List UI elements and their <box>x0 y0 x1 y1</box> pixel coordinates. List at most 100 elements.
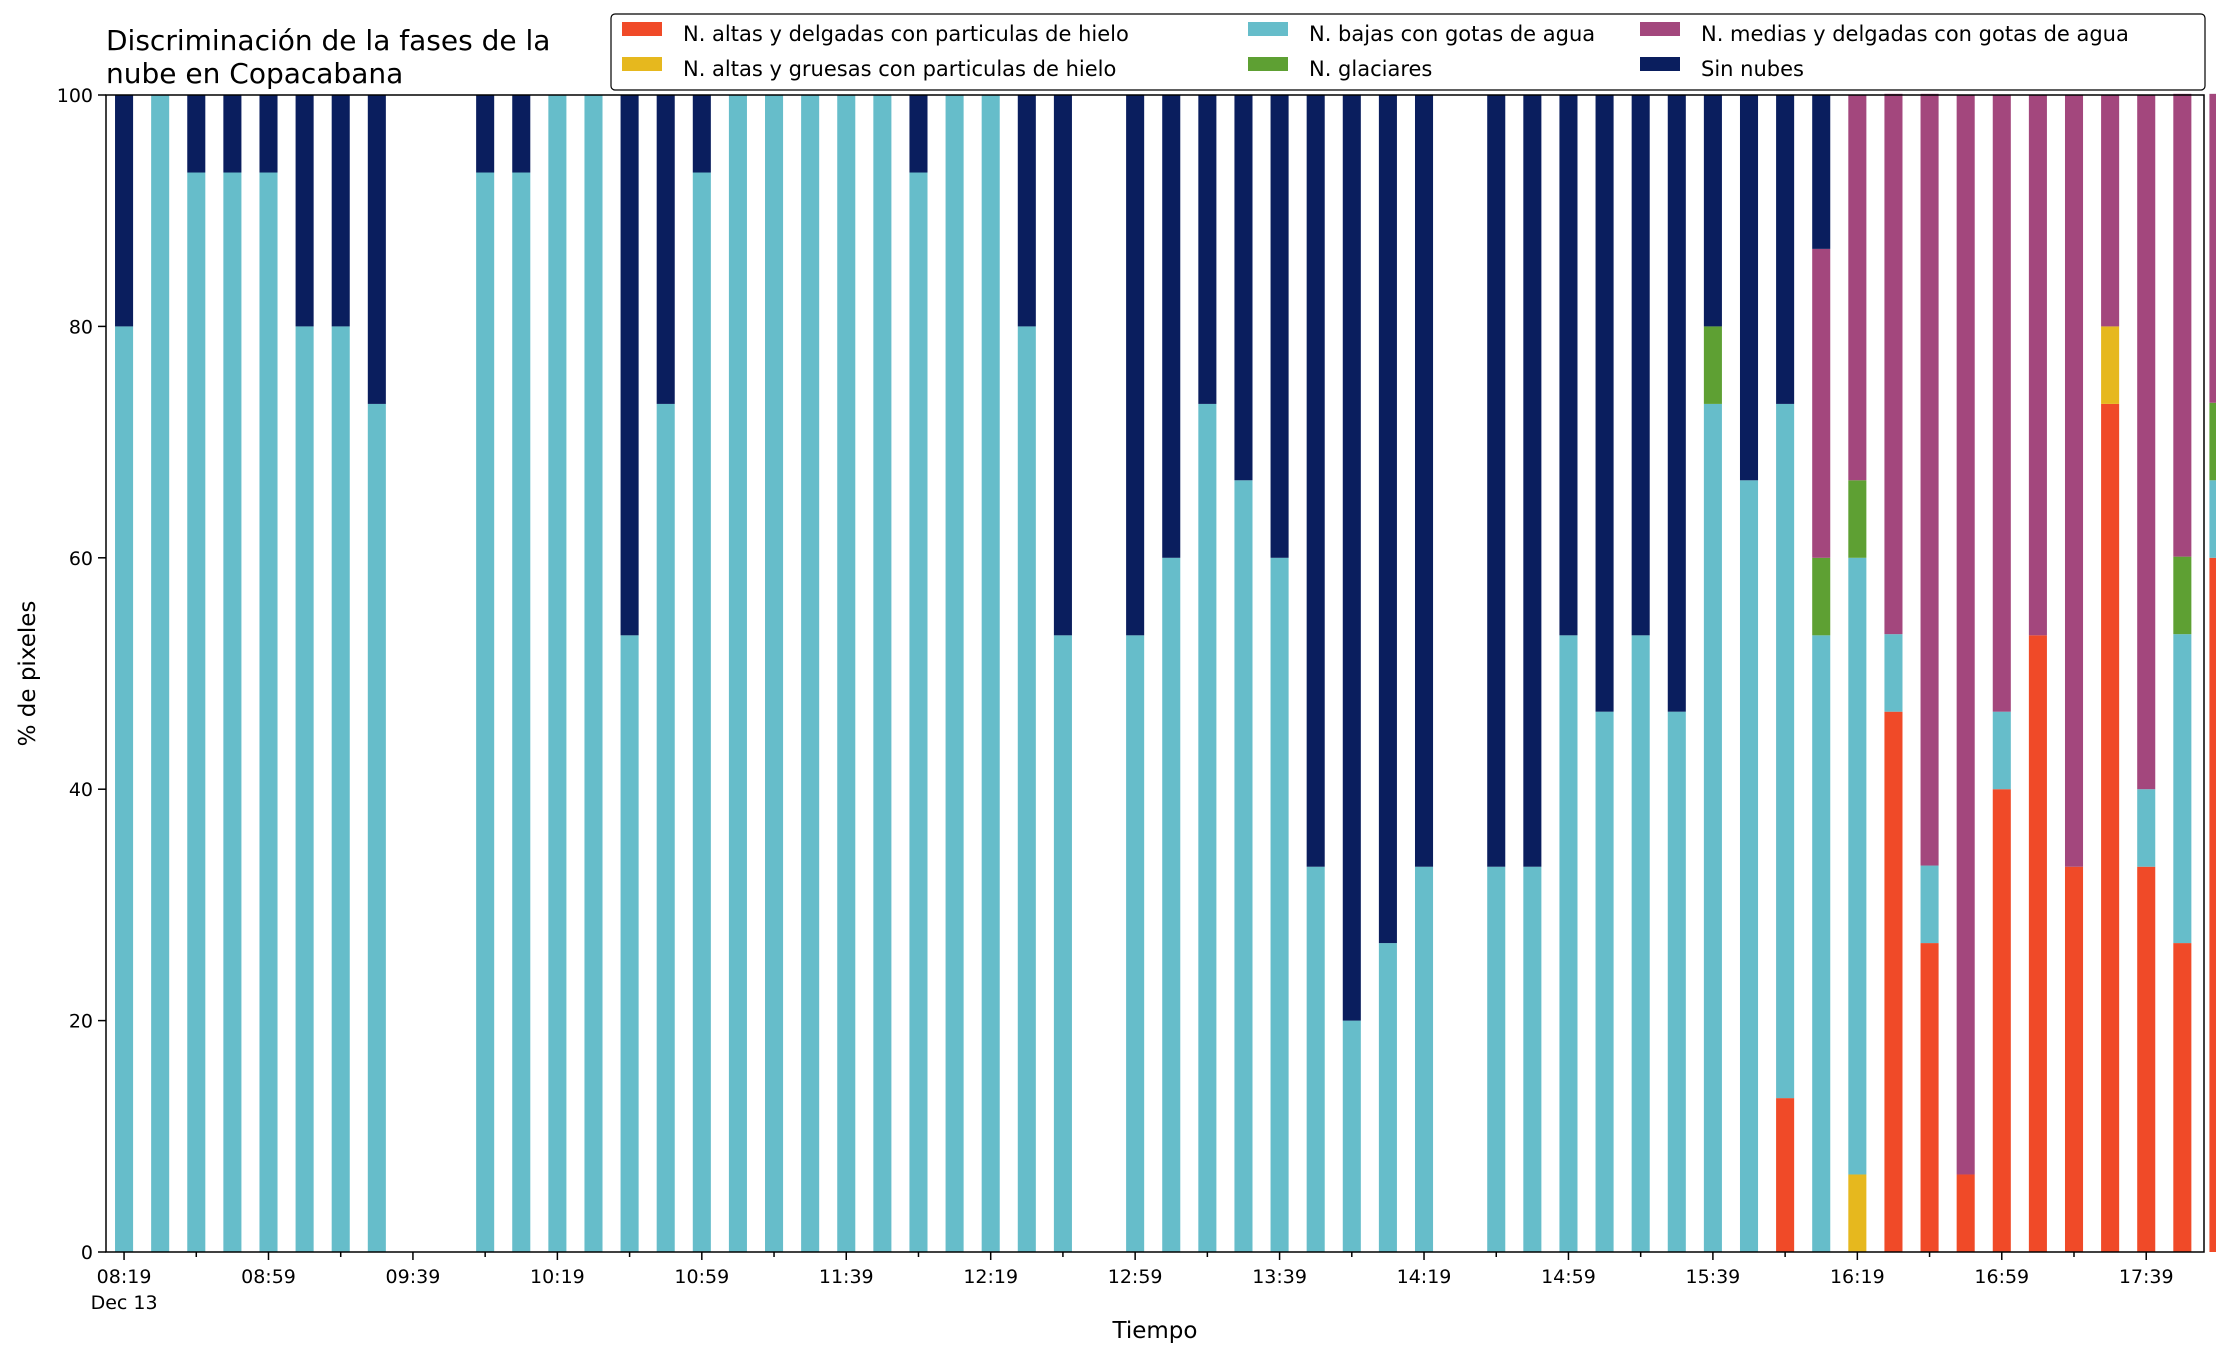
bar-segment-56-0 <box>2137 866 2156 1252</box>
bar-segment-25-5 <box>1017 95 1036 327</box>
bar-segment-49-4 <box>1884 93 1903 635</box>
bar-segment-43-5 <box>1667 95 1686 712</box>
bar-segment-50-2 <box>1920 865 1939 944</box>
bar-segment-41-5 <box>1595 95 1614 712</box>
y-axis-label: % de pixeles <box>15 601 41 747</box>
bar-segment-32-5 <box>1270 95 1289 558</box>
legend: N. altas y delgadas con particulas de hi… <box>610 13 2206 91</box>
x-tick-label-14: 17:39 <box>2119 1266 2174 1288</box>
legend-label-1: N. altas y gruesas con particulas de hie… <box>683 57 1116 81</box>
bar-segment-14-5 <box>620 95 639 636</box>
bar-segment-38-2 <box>1487 866 1506 1252</box>
bar-segment-53-0 <box>2028 635 2047 1252</box>
y-axis: 0 20 40 60 80 100 <box>57 85 106 1264</box>
bar-segment-35-5 <box>1378 95 1397 944</box>
bar-segment-44-5 <box>1703 95 1722 327</box>
bar-segment-33-5 <box>1306 95 1325 867</box>
bar-segment-4-5 <box>259 95 278 173</box>
bar-segment-0-2 <box>115 326 134 1252</box>
legend-swatch-3 <box>1248 57 1288 71</box>
bar-segment-11-5 <box>512 95 531 173</box>
chart-title-line-2: nube en Copacabana <box>106 57 403 90</box>
bar-segment-42-2 <box>1631 635 1650 1252</box>
bar-segment-18-2 <box>765 95 784 1252</box>
bar-segment-2-5 <box>187 95 206 173</box>
x-axis: 08:19 08:59 09:39 10:19 10:59 11:39 12:19 12:59… <box>91 1252 2174 1314</box>
legend-swatch-1 <box>622 57 662 71</box>
bar-segment-54-4 <box>2064 95 2084 867</box>
x-tick-date-label: Dec 13 <box>91 1292 158 1314</box>
bar-segment-30-5 <box>1198 95 1217 404</box>
bar-segment-39-5 <box>1523 95 1542 867</box>
bar-segment-44-3 <box>1703 326 1722 404</box>
bar-segment-35-2 <box>1378 943 1397 1252</box>
bar-segment-47-3 <box>1812 557 1831 636</box>
x-tick-label-3: 10:19 <box>530 1266 585 1288</box>
bar-segment-57-3 <box>2173 556 2192 635</box>
bar-segment-48-2 <box>1848 557 1867 1175</box>
bar-segment-3-2 <box>223 172 242 1252</box>
bar-segment-30-2 <box>1198 403 1217 1252</box>
bar-segment-31-2 <box>1234 480 1253 1252</box>
x-tick-label-8: 13:39 <box>1252 1266 1307 1288</box>
bar-segment-45-2 <box>1739 480 1759 1252</box>
x-tick-label-4: 10:59 <box>674 1266 729 1288</box>
bar-segment-46-2 <box>1776 403 1795 1099</box>
bar-segment-10-2 <box>476 172 495 1252</box>
bar-segment-44-2 <box>1703 403 1722 1252</box>
x-axis-label: Tiempo <box>1112 1318 1198 1344</box>
chart-title-line-1: Discriminación de la fases de la <box>106 24 550 57</box>
legend-label-4: N. medias y delgadas con gotas de agua <box>1701 22 2129 46</box>
bar-segment-7-5 <box>367 95 386 404</box>
bar-segment-6-2 <box>331 326 350 1252</box>
bar-segment-32-2 <box>1270 557 1289 1252</box>
bar-segment-13-2 <box>584 95 603 1252</box>
x-tick-label-2: 09:39 <box>386 1266 441 1288</box>
bar-segment-6-5 <box>331 95 350 327</box>
bar-segment-57-2 <box>2173 634 2192 944</box>
bar-segment-48-1 <box>1848 1174 1867 1252</box>
bar-segment-57-4 <box>2173 93 2192 557</box>
bar-segment-39-2 <box>1523 866 1542 1252</box>
bar-segment-58-4 <box>2209 93 2216 403</box>
bar-segment-57-0 <box>2173 943 2192 1252</box>
bar-segment-56-4 <box>2137 95 2156 790</box>
legend-swatch-4 <box>1640 22 1680 36</box>
bar-segment-41-2 <box>1595 711 1614 1252</box>
bar-segment-47-4 <box>1812 248 1831 558</box>
bar-segment-33-2 <box>1306 866 1325 1252</box>
bar-segment-55-1 <box>2101 326 2120 404</box>
bar-segment-47-5 <box>1812 95 1831 249</box>
bar-segment-54-0 <box>2064 866 2084 1252</box>
bar-segment-55-4 <box>2101 95 2120 327</box>
x-tick-label-1: 08:59 <box>241 1266 296 1288</box>
bar-segment-26-5 <box>1053 95 1072 636</box>
bar-segment-46-5 <box>1776 95 1795 404</box>
x-tick-label-0: 08:19 <box>97 1266 152 1288</box>
legend-label-5: Sin nubes <box>1701 57 1804 81</box>
x-tick-label-6: 12:19 <box>963 1266 1018 1288</box>
bar-segment-1-2 <box>151 95 170 1252</box>
y-tick-label-0: 0 <box>81 1242 93 1264</box>
legend-label-0: N. altas y delgadas con particulas de hi… <box>683 22 1129 46</box>
legend-label-2: N. bajas con gotas de agua <box>1309 22 1595 46</box>
bar-segment-17-2 <box>728 95 747 1252</box>
bars-layer <box>115 93 2216 1252</box>
bar-segment-55-0 <box>2101 403 2120 1252</box>
bar-segment-22-5 <box>909 95 928 173</box>
x-tick-label-11: 15:39 <box>1686 1266 1741 1288</box>
bar-segment-11-2 <box>512 172 531 1252</box>
bar-segment-49-2 <box>1884 634 1903 712</box>
bar-segment-5-2 <box>295 326 314 1252</box>
bar-segment-22-2 <box>909 172 928 1252</box>
bar-segment-28-2 <box>1126 635 1145 1252</box>
legend-swatch-2 <box>1248 22 1288 36</box>
bar-segment-38-5 <box>1487 95 1506 867</box>
x-tick-label-10: 14:59 <box>1541 1266 1596 1288</box>
bar-segment-47-2 <box>1812 635 1831 1252</box>
bar-segment-4-2 <box>259 172 278 1252</box>
bar-segment-21-2 <box>873 95 892 1252</box>
bar-segment-16-5 <box>692 95 711 173</box>
bar-segment-14-2 <box>620 635 639 1252</box>
legend-box <box>610 13 2206 91</box>
